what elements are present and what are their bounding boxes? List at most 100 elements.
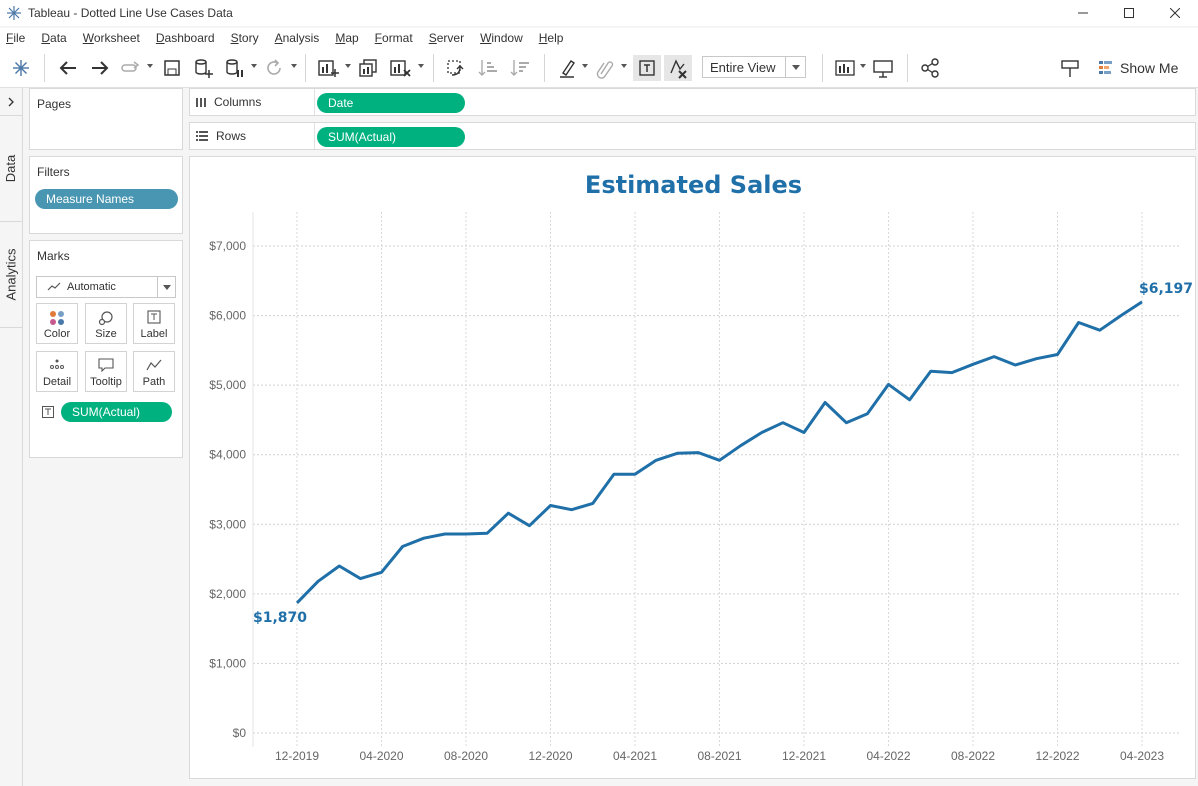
rows-pill-sum-actual[interactable]: SUM(Actual)	[317, 127, 465, 147]
chevron-down-icon[interactable]	[785, 57, 805, 77]
close-button[interactable]	[1152, 0, 1198, 26]
worksheet-view[interactable]: Estimated Sales $0 $1,000 $2,000 $3,000 $4,0…	[189, 156, 1196, 779]
mark-type-dropdown[interactable]: Automatic	[36, 276, 176, 298]
size-icon	[98, 311, 113, 326]
fix-axes-icon[interactable]	[664, 55, 692, 81]
menu-dashboard[interactable]: Dashboard	[155, 31, 215, 45]
line-chart[interactable]: $0 $1,000 $2,000 $3,000 $4,000 $5,000 $6,000 $7…	[190, 157, 1195, 778]
tableau-logo-icon[interactable]	[9, 56, 33, 80]
tooltip-label: Tooltip	[90, 376, 122, 388]
x-tick-label: 12-2022	[1035, 749, 1079, 763]
expand-panel-button[interactable]	[0, 88, 22, 116]
x-tick-label: 12-2019	[275, 749, 319, 763]
columns-shelf-label: Columns	[196, 95, 261, 109]
clear-sheet-icon[interactable]	[388, 56, 412, 80]
filters-card[interactable]: Filters Measure Names	[29, 156, 183, 234]
y-tick-label: $4,000	[209, 448, 246, 462]
highlight-icon[interactable]	[555, 56, 579, 80]
y-tick-label: $6,000	[209, 309, 246, 323]
chevron-right-icon	[8, 97, 14, 106]
replay-icon[interactable]	[118, 56, 142, 80]
end-value-label: $6,197	[1139, 281, 1193, 297]
minimize-button[interactable]	[1060, 0, 1106, 26]
maximize-button[interactable]	[1106, 0, 1152, 26]
tab-analytics[interactable]: Analytics	[0, 222, 22, 328]
y-tick-label: $2,000	[209, 587, 246, 601]
size-label: Size	[95, 328, 117, 340]
menu-data[interactable]: Data	[41, 31, 67, 45]
path-icon	[146, 359, 162, 371]
duplicate-icon[interactable]	[356, 56, 380, 80]
menu-format[interactable]: Format	[374, 31, 413, 45]
columns-icon	[196, 98, 206, 107]
caption-icon[interactable]	[1058, 56, 1082, 80]
chevron-down-icon[interactable]	[157, 277, 175, 297]
detail-button[interactable]: Detail	[36, 351, 78, 392]
bar-chart-icon[interactable]	[833, 56, 857, 80]
x-tick-label: 12-2021	[782, 749, 826, 763]
undo-icon[interactable]	[56, 56, 80, 80]
new-datasource-icon[interactable]	[191, 56, 215, 80]
columns-shelf[interactable]: Columns Date	[189, 88, 1196, 116]
fit-dropdown[interactable]: Entire View	[702, 56, 806, 78]
rows-icon	[196, 131, 208, 141]
save-icon[interactable]	[160, 56, 184, 80]
color-button[interactable]: Color	[36, 303, 78, 344]
share-icon[interactable]	[918, 56, 942, 80]
x-tick-label: 12-2020	[528, 749, 572, 763]
x-tick-label: 08-2021	[697, 749, 741, 763]
pages-card[interactable]: Pages	[29, 88, 183, 150]
color-icon	[50, 311, 64, 325]
menu-help[interactable]: Help	[538, 31, 564, 45]
toolbar	[0, 48, 1198, 88]
path-button[interactable]: Path	[133, 351, 175, 392]
columns-pill-date[interactable]: Date	[317, 93, 465, 113]
path-label: Path	[142, 376, 166, 388]
show-me-button[interactable]: Show Me	[1098, 58, 1178, 78]
menu-map[interactable]: Map	[335, 31, 359, 45]
columns-label: Columns	[214, 95, 262, 109]
group-icon[interactable]	[592, 56, 616, 80]
sort-asc-icon[interactable]	[476, 56, 500, 80]
y-tick-label: $1,000	[209, 656, 246, 670]
menu-story[interactable]: Story	[230, 31, 259, 45]
x-tick-label: 08-2022	[951, 749, 995, 763]
y-tick-label: $0	[233, 726, 247, 740]
sort-desc-icon[interactable]	[508, 56, 532, 80]
menu-bar: File Data Worksheet Dashboard Story Anal…	[0, 28, 1198, 48]
redo-icon[interactable]	[88, 56, 112, 80]
menu-file[interactable]: File	[6, 31, 26, 45]
refresh-icon[interactable]	[262, 56, 286, 80]
tab-data[interactable]: Data	[0, 116, 22, 222]
menu-window[interactable]: Window	[480, 31, 523, 45]
x-tick-label: 04-2020	[359, 749, 403, 763]
title-bar: Tableau - Dotted Line Use Cases Data	[0, 0, 1198, 26]
show-labels-icon[interactable]	[633, 55, 661, 81]
close-icon	[1170, 8, 1180, 18]
maximize-icon	[1124, 8, 1134, 18]
rows-pill-label: SUM(Actual)	[328, 130, 397, 144]
size-button[interactable]: Size	[85, 303, 127, 344]
label-label: Label	[140, 328, 168, 340]
rows-shelf[interactable]: Rows SUM(Actual)	[189, 122, 1196, 150]
x-tick-label: 04-2023	[1120, 749, 1164, 763]
series-line-actual	[295, 300, 1143, 604]
y-tick-label: $5,000	[209, 378, 246, 392]
pause-icon[interactable]	[222, 56, 246, 80]
presentation-icon[interactable]	[871, 56, 895, 80]
marks-pill-label: SUM(Actual)	[72, 405, 141, 419]
tooltip-button[interactable]: Tooltip	[85, 351, 127, 392]
label-button[interactable]: Label	[133, 303, 175, 344]
menu-analysis[interactable]: Analysis	[274, 31, 320, 45]
menu-worksheet[interactable]: Worksheet	[82, 31, 140, 45]
new-worksheet-icon[interactable]	[316, 56, 340, 80]
minimize-icon	[1078, 12, 1088, 14]
filter-pill-measure-names[interactable]: Measure Names	[35, 189, 178, 209]
menu-server[interactable]: Server	[428, 31, 465, 45]
show-me-label: Show Me	[1120, 60, 1179, 76]
x-tick-label: 04-2022	[866, 749, 910, 763]
show-me-icon	[1099, 61, 1112, 74]
swap-icon[interactable]	[443, 56, 467, 80]
marks-pill-sum-actual[interactable]: SUM(Actual)	[61, 402, 172, 422]
label-icon	[147, 310, 161, 324]
